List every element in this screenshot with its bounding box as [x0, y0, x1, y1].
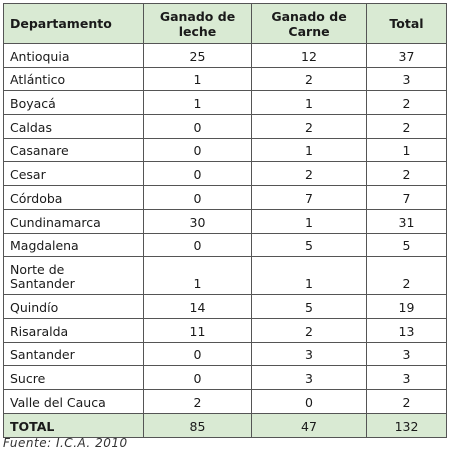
cell-carne: 1 — [251, 137, 367, 163]
table-row: Caldas 0 2 2 — [3, 114, 447, 139]
header-ganado-leche: Ganado de leche — [143, 3, 252, 44]
cell-departamento: Magdalena — [3, 232, 144, 258]
cell-leche: 25 — [143, 43, 252, 68]
cell-leche: 30 — [143, 208, 252, 234]
table-row: Norte de Santander 1 1 2 — [3, 256, 447, 296]
cell-departamento: Sucre — [3, 365, 144, 390]
cell-total-total: 132 — [366, 412, 447, 438]
cell-total: 2 — [366, 256, 447, 296]
cell-total-carne: 47 — [251, 412, 367, 438]
cell-carne: 2 — [251, 66, 367, 92]
table-row: Cundinamarca 30 1 31 — [3, 208, 447, 234]
cell-departamento: Boyacá — [3, 90, 144, 116]
table-row: Córdoba 0 7 7 — [3, 185, 447, 210]
cell-leche: 0 — [143, 185, 252, 210]
table-row: Boyacá 1 1 2 — [3, 90, 447, 116]
cell-departamento: Cesar — [3, 161, 144, 187]
cell-departamento: Antioquia — [3, 43, 144, 68]
cell-total: 3 — [366, 365, 447, 390]
table-row: Antioquia 25 12 37 — [3, 43, 447, 68]
cell-leche: 0 — [143, 365, 252, 390]
table-row: Quindío 14 5 19 — [3, 294, 447, 319]
cell-total: 1 — [366, 137, 447, 163]
cell-leche: 1 — [143, 256, 252, 296]
cell-total: 37 — [366, 43, 447, 68]
source-caption: Fuente: I.C.A. 2010 — [3, 436, 128, 450]
cell-total: 5 — [366, 232, 447, 258]
cell-carne: 2 — [251, 161, 367, 187]
cell-carne: 5 — [251, 294, 367, 319]
table-row: Sucre 0 3 3 — [3, 365, 447, 390]
cell-total: 2 — [366, 161, 447, 187]
cell-carne: 3 — [251, 365, 367, 390]
cell-departamento: Valle del Cauca — [3, 388, 144, 414]
cell-carne: 7 — [251, 185, 367, 210]
cell-departamento: Quindío — [3, 294, 144, 319]
cell-carne: 12 — [251, 43, 367, 68]
cell-leche: 0 — [143, 137, 252, 163]
header-departamento: Departamento — [3, 3, 144, 44]
header-ganado-carne: Ganado de Carne — [251, 3, 367, 44]
table-totals-row: TOTAL 85 47 132 — [3, 412, 447, 438]
cell-departamento: Caldas — [3, 114, 144, 139]
cell-carne: 1 — [251, 208, 367, 234]
cell-carne: 2 — [251, 114, 367, 139]
cell-leche: 0 — [143, 232, 252, 258]
cell-departamento: Santander — [3, 341, 144, 367]
cell-leche: 11 — [143, 317, 252, 343]
cell-total: 2 — [366, 114, 447, 139]
cell-total: 2 — [366, 388, 447, 414]
cell-leche: 2 — [143, 388, 252, 414]
table-header-row: Departamento Ganado de leche Ganado de Car… — [3, 3, 447, 44]
cell-carne: 2 — [251, 317, 367, 343]
table-row: Risaralda 11 2 13 — [3, 317, 447, 343]
cell-leche: 0 — [143, 114, 252, 139]
cell-departamento: Córdoba — [3, 185, 144, 210]
table-row: Atlántico 1 2 3 — [3, 66, 447, 92]
cell-total: 3 — [366, 341, 447, 367]
table-row: Casanare 0 1 1 — [3, 137, 447, 163]
cell-total-label: TOTAL — [3, 412, 144, 438]
livestock-table-container: Departamento Ganado de leche Ganado de Car… — [3, 3, 447, 438]
cell-leche: 1 — [143, 90, 252, 116]
cell-total: 3 — [366, 66, 447, 92]
cell-departamento: Cundinamarca — [3, 208, 144, 234]
livestock-table: Departamento Ganado de leche Ganado de Car… — [3, 3, 447, 438]
cell-carne: 0 — [251, 388, 367, 414]
cell-carne: 3 — [251, 341, 367, 367]
cell-leche: 14 — [143, 294, 252, 319]
cell-departamento: Atlántico — [3, 66, 144, 92]
cell-carne: 1 — [251, 256, 367, 296]
cell-leche: 1 — [143, 66, 252, 92]
cell-leche: 0 — [143, 161, 252, 187]
table-row: Magdalena 0 5 5 — [3, 232, 447, 258]
cell-departamento: Norte de Santander — [3, 256, 144, 296]
cell-leche: 0 — [143, 341, 252, 367]
header-total: Total — [366, 3, 447, 44]
cell-total: 7 — [366, 185, 447, 210]
cell-carne: 1 — [251, 90, 367, 116]
table-row: Valle del Cauca 2 0 2 — [3, 388, 447, 414]
cell-total-leche: 85 — [143, 412, 252, 438]
cell-total: 19 — [366, 294, 447, 319]
table-row: Santander 0 3 3 — [3, 341, 447, 367]
cell-carne: 5 — [251, 232, 367, 258]
cell-total: 13 — [366, 317, 447, 343]
table-row: Cesar 0 2 2 — [3, 161, 447, 187]
cell-total: 31 — [366, 208, 447, 234]
cell-total: 2 — [366, 90, 447, 116]
cell-departamento: Casanare — [3, 137, 144, 163]
cell-departamento: Risaralda — [3, 317, 144, 343]
